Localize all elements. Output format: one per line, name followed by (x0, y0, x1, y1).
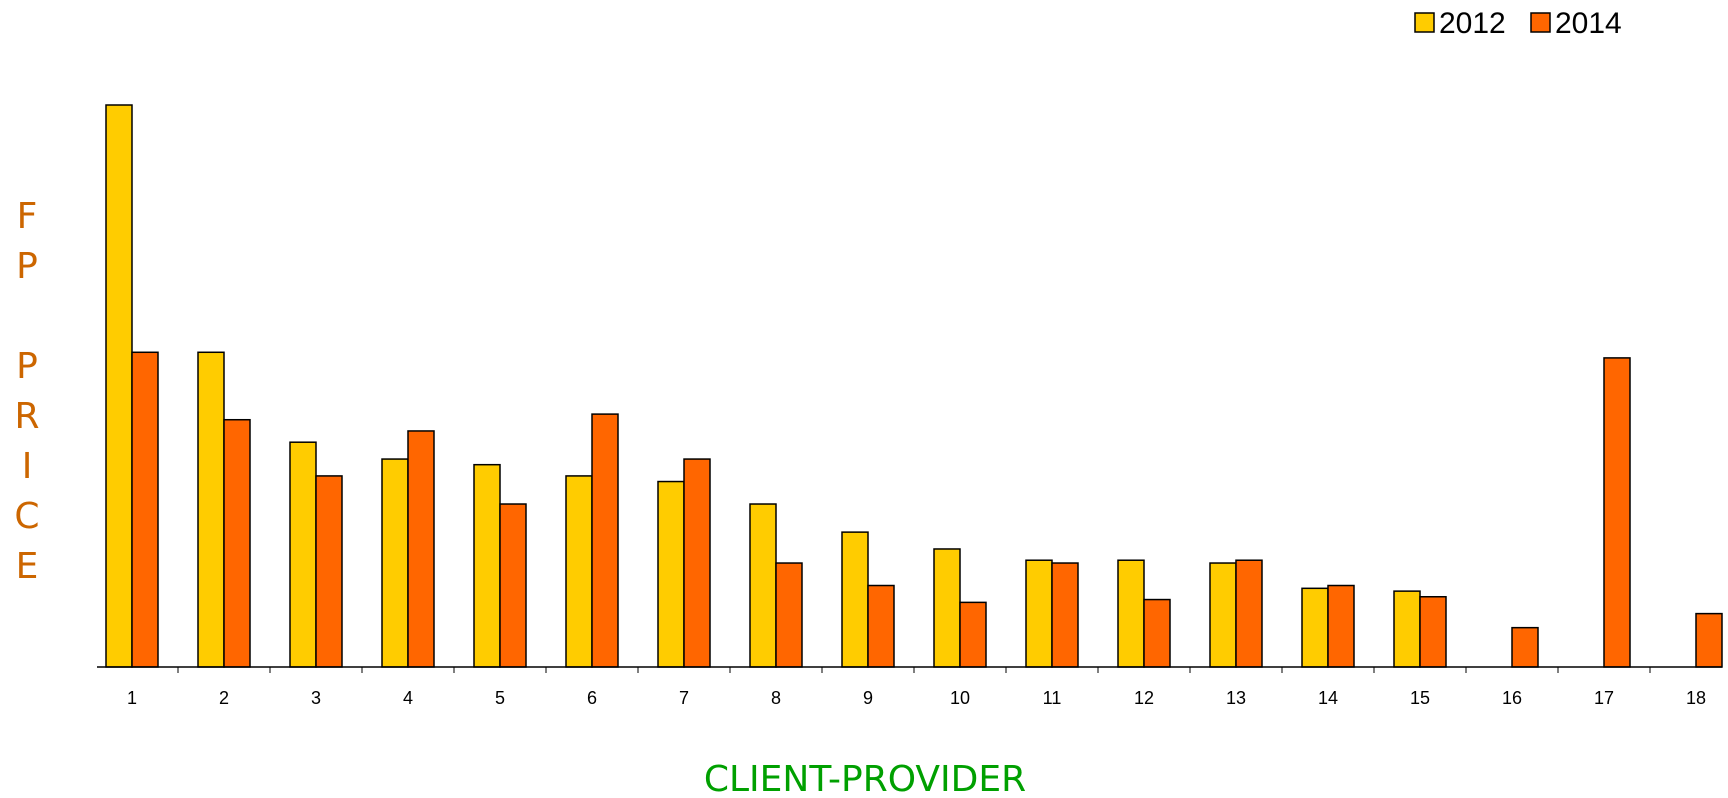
bar-2014-14 (1327, 584, 1355, 668)
bar-2012-7 (657, 480, 685, 668)
bar-2014-12 (1143, 598, 1171, 668)
bar-2014-11 (1051, 562, 1079, 668)
x-tick-label: 6 (587, 688, 597, 708)
y-axis-label-letter: I (22, 446, 33, 487)
bar-2012-6 (565, 475, 593, 668)
bar-2014-9 (867, 584, 895, 668)
bar-2014-2 (223, 418, 251, 668)
x-tick-label: 3 (311, 688, 321, 708)
bars-layer (105, 104, 1723, 668)
bar-2012-13 (1209, 562, 1237, 668)
bar-2012-2 (197, 351, 225, 668)
x-tick-label: 16 (1502, 688, 1522, 708)
bar-2014-17 (1603, 357, 1631, 668)
bar-2014-1 (131, 351, 159, 668)
x-tick-label: 15 (1410, 688, 1430, 708)
y-axis-label-letter: P (16, 246, 38, 287)
y-axis-label-letter: P (16, 346, 38, 387)
legend-swatch-2014 (1530, 12, 1551, 33)
x-tick-label: 13 (1226, 688, 1246, 708)
bar-2014-8 (775, 562, 803, 668)
bar-2014-7 (683, 458, 711, 668)
legend-swatch-2012 (1414, 12, 1435, 33)
bar-2012-9 (841, 531, 869, 668)
y-axis-label-letter: R (14, 396, 39, 437)
x-tick-label: 18 (1686, 688, 1706, 708)
x-tick-label: 2 (219, 688, 229, 708)
bar-2014-15 (1419, 596, 1447, 668)
x-tick-label: 12 (1134, 688, 1154, 708)
bar-2012-8 (749, 503, 777, 668)
bar-2012-4 (381, 458, 409, 668)
x-tick-label: 4 (403, 688, 413, 708)
bar-2014-5 (499, 503, 527, 668)
legend-label-2012: 2012 (1439, 7, 1506, 40)
x-axis (97, 666, 1722, 673)
legend: 2012 2014 (1414, 7, 1622, 40)
x-tick-label: 7 (679, 688, 689, 708)
y-axis-label-letter: E (16, 546, 39, 587)
bar-2014-3 (315, 475, 343, 668)
bar-2014-18 (1695, 612, 1723, 668)
bar-2014-4 (407, 430, 435, 668)
x-tick-label: 5 (495, 688, 505, 708)
y-axis-label-letter: C (14, 496, 39, 537)
x-tick-label: 17 (1594, 688, 1614, 708)
bar-2014-10 (959, 601, 987, 668)
bar-2012-11 (1025, 559, 1053, 668)
bar-2014-13 (1235, 559, 1263, 668)
x-tick-label: 8 (771, 688, 781, 708)
bar-2012-3 (289, 441, 317, 668)
x-tick-label: 9 (863, 688, 873, 708)
y-axis-label-letter: F (17, 196, 38, 237)
bar-2014-6 (591, 413, 619, 668)
bar-2012-14 (1301, 587, 1329, 668)
bar-2012-10 (933, 548, 961, 668)
bar-2012-1 (105, 104, 133, 668)
legend-label-2014: 2014 (1555, 7, 1622, 40)
x-tick-label: 11 (1043, 688, 1062, 708)
x-tick-label: 1 (127, 688, 137, 708)
bar-2012-15 (1393, 590, 1421, 668)
x-tick-labels: 1 2 3 4 5 6 7 8 9 10 11 12 13 14 15 16 17 18 (127, 688, 1706, 708)
x-axis-label: CLIENT-PROVIDER (704, 759, 1026, 798)
x-tick-label: 10 (950, 688, 970, 708)
bar-2012-12 (1117, 559, 1145, 668)
bar-2014-16 (1511, 626, 1539, 668)
bar-2012-5 (473, 463, 501, 668)
x-tick-label: 14 (1318, 688, 1338, 708)
